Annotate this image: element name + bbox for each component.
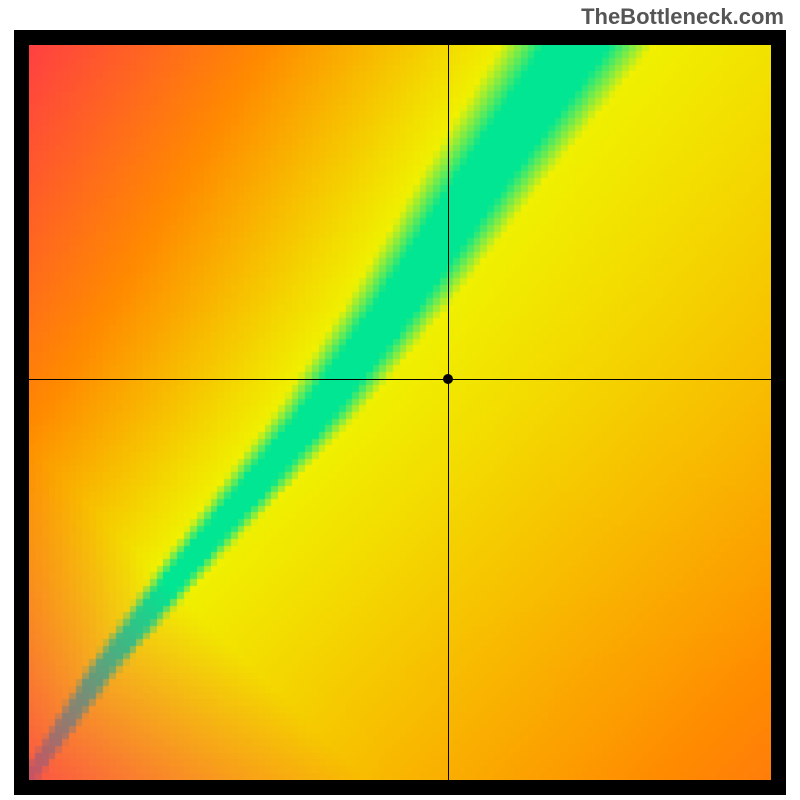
watermark-text: TheBottleneck.com [581, 4, 784, 30]
heatmap-canvas [29, 45, 771, 780]
chart-container: TheBottleneck.com [0, 0, 800, 800]
plot-area [29, 45, 771, 780]
crosshair-horizontal [29, 379, 771, 380]
crosshair-marker [443, 374, 453, 384]
crosshair-vertical [448, 45, 449, 780]
